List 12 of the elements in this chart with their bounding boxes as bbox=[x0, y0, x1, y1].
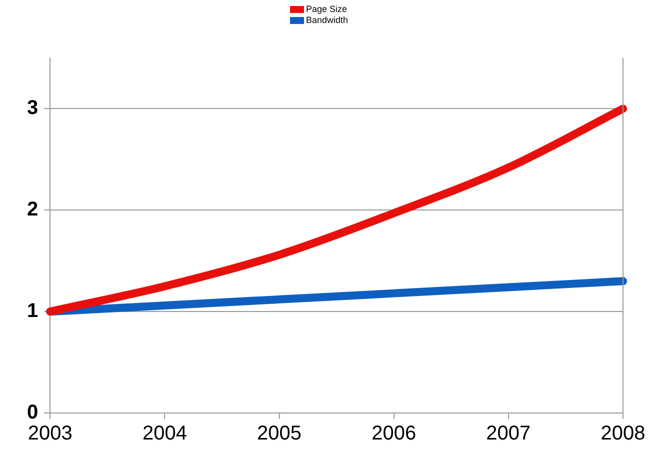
y-tick-label: 1 bbox=[27, 300, 38, 322]
legend-label: Page Size bbox=[306, 4, 348, 15]
y-tick-label: 2 bbox=[27, 198, 38, 221]
legend-label: Bandwidth bbox=[306, 15, 348, 26]
x-tick-label: 2008 bbox=[600, 422, 646, 445]
x-tick-label: 2005 bbox=[257, 422, 302, 445]
x-tick-label: 2004 bbox=[142, 422, 187, 445]
y-tick-label: 0 bbox=[27, 402, 38, 424]
x-tick-label: 2007 bbox=[486, 422, 531, 445]
y-tick-label: 3 bbox=[27, 97, 38, 120]
x-tick-label: 2006 bbox=[372, 422, 416, 445]
x-tick-label: 2003 bbox=[28, 422, 72, 445]
